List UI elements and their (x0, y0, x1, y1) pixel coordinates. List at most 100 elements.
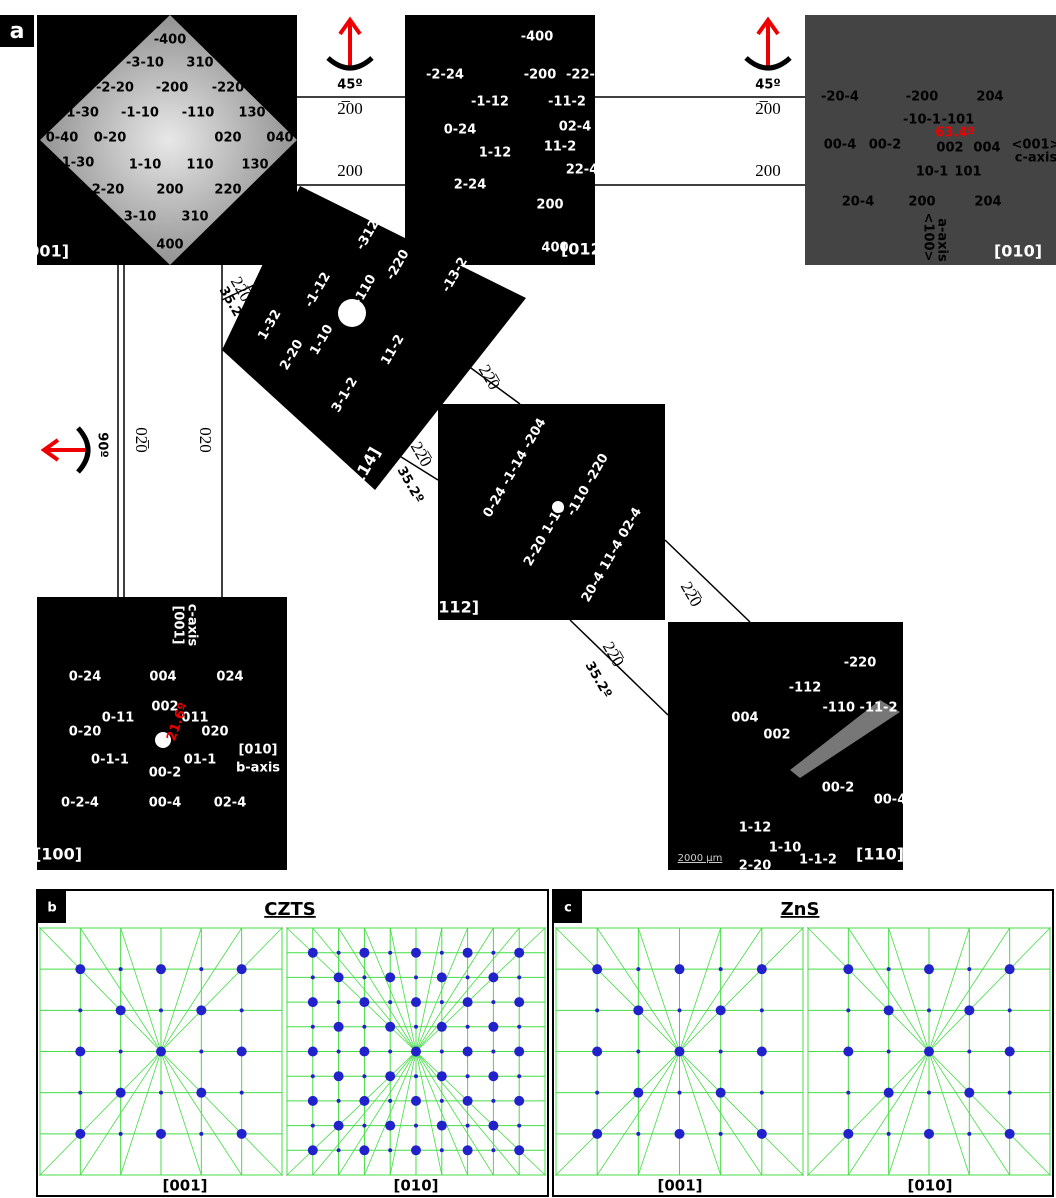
panel-label-box (554, 891, 582, 923)
reflection-spot (439, 1000, 444, 1005)
reflection-spot (236, 1128, 247, 1139)
reflection-label: 0-20 (69, 725, 102, 740)
reflection-spot (307, 997, 318, 1008)
reflection-spot (359, 997, 370, 1008)
reflection-spot (310, 1074, 315, 1079)
panel-title: CZTS (264, 899, 316, 920)
zone-axis-label: [112] (431, 598, 479, 617)
reflection-spot (336, 1049, 341, 1054)
reflection-label: 1-12 (479, 146, 512, 161)
reflection-spot (362, 1024, 367, 1029)
reflection-label: -400 (154, 33, 187, 48)
reflection-label: 00-4 (874, 793, 907, 808)
reflection-spot (677, 1090, 682, 1095)
reflection-label: -200 (156, 81, 189, 96)
reflection-spot (196, 1005, 207, 1016)
reflection-spot (592, 1046, 603, 1057)
reflection-spot (488, 972, 499, 983)
reflection-label: 3-10 (124, 210, 157, 225)
reflection-spot (307, 1095, 318, 1106)
reflection-label: 400 (541, 241, 568, 256)
reflection-label: -220 (844, 656, 877, 671)
reflection-spot (1004, 1046, 1015, 1057)
reflection-label: 011 (181, 711, 208, 726)
reflection-spot (843, 1128, 854, 1139)
angle-label: 45º (755, 78, 780, 93)
reflection-spot (411, 1046, 421, 1057)
reflection-spot (462, 1046, 473, 1057)
reflection-label: 130 (241, 158, 268, 173)
reflection-spot (491, 1000, 496, 1005)
reflection-label: 004 (731, 711, 758, 726)
reflection-label: 01-1 (184, 753, 217, 768)
reflection-label: 1-10 (769, 841, 802, 856)
reflection-spot (1004, 1128, 1015, 1139)
reflection-spot (236, 1046, 247, 1057)
reflection-spot (633, 1005, 644, 1016)
reflection-spot (843, 1046, 854, 1057)
reflection-label: 11-2 (544, 140, 577, 155)
reflection-label: -1-10 (121, 106, 159, 121)
reflection-spot (336, 1000, 341, 1005)
reflection-label: b-axis (236, 761, 280, 776)
reflection-spot (388, 950, 393, 955)
reflection-label: -200 (906, 90, 939, 105)
reflection-label: 00-4 (149, 796, 182, 811)
reflection-spot (465, 1024, 470, 1029)
reflection-label: 0-40 (46, 131, 79, 146)
reflection-label: 0-2-4 (61, 796, 99, 811)
reflection-label: 02-4 (214, 796, 247, 811)
reflection-spot (517, 975, 522, 980)
reflection-label: 130 (238, 106, 265, 121)
curl-arrow (326, 56, 374, 71)
red-arrow (756, 16, 780, 68)
reflection-spot (883, 1005, 894, 1016)
connector (221, 264, 298, 301)
reflection-label: -112 (789, 681, 822, 696)
reflection-label: 002 (763, 728, 790, 743)
reflection-label: c-axis (1015, 151, 1056, 166)
reflection-spot (196, 1087, 207, 1098)
reflection-spot (715, 1087, 726, 1098)
reflection-spot (1004, 964, 1015, 975)
reflection-spot (595, 1090, 600, 1095)
reflection-spot (964, 1087, 975, 1098)
reflection-label: 0-1-1 (91, 753, 129, 768)
reflection-spot (307, 1046, 318, 1057)
reflection-spot (462, 1095, 473, 1106)
reflection-spot (465, 1074, 470, 1079)
reflection-spot (385, 1021, 396, 1032)
reflection-spot (967, 967, 972, 972)
zone-axis-label: [100] (34, 845, 82, 864)
reflection-spot (517, 1123, 522, 1128)
reflection-spot (307, 1145, 318, 1156)
reflection-spot (462, 947, 473, 958)
panel-label: c (564, 901, 572, 916)
reflection-spot (436, 1021, 447, 1032)
reflection-spot (439, 1148, 444, 1153)
reflection-label: <100> (921, 213, 936, 262)
reflection-spot (517, 1024, 522, 1029)
reflection-spot (75, 1128, 86, 1139)
reflection-spot (310, 1024, 315, 1029)
reflection-label: [001] (171, 605, 186, 644)
reflection-spot (333, 1120, 344, 1131)
reflection-spot (488, 1071, 499, 1082)
reflection-spot (118, 1131, 123, 1136)
reflection-label: -3-10 (126, 56, 164, 71)
reflection-spot (924, 964, 934, 975)
reflection-spot (636, 967, 641, 972)
reflection-spot (336, 950, 341, 955)
reflection-spot (78, 1090, 83, 1095)
reflection-spot (964, 1005, 975, 1016)
reflection-label: 00-2 (869, 138, 902, 153)
reflection-label: -1-12 (471, 95, 509, 110)
reflection-spot (359, 1095, 370, 1106)
reflection-spot (759, 1090, 764, 1095)
reflection-spot (156, 964, 166, 975)
reflection-label: 200 (156, 183, 183, 198)
reflection-label: c-axis (185, 604, 200, 647)
vector-label: 2̅00 (337, 99, 363, 118)
reflection-spot (636, 1049, 641, 1054)
